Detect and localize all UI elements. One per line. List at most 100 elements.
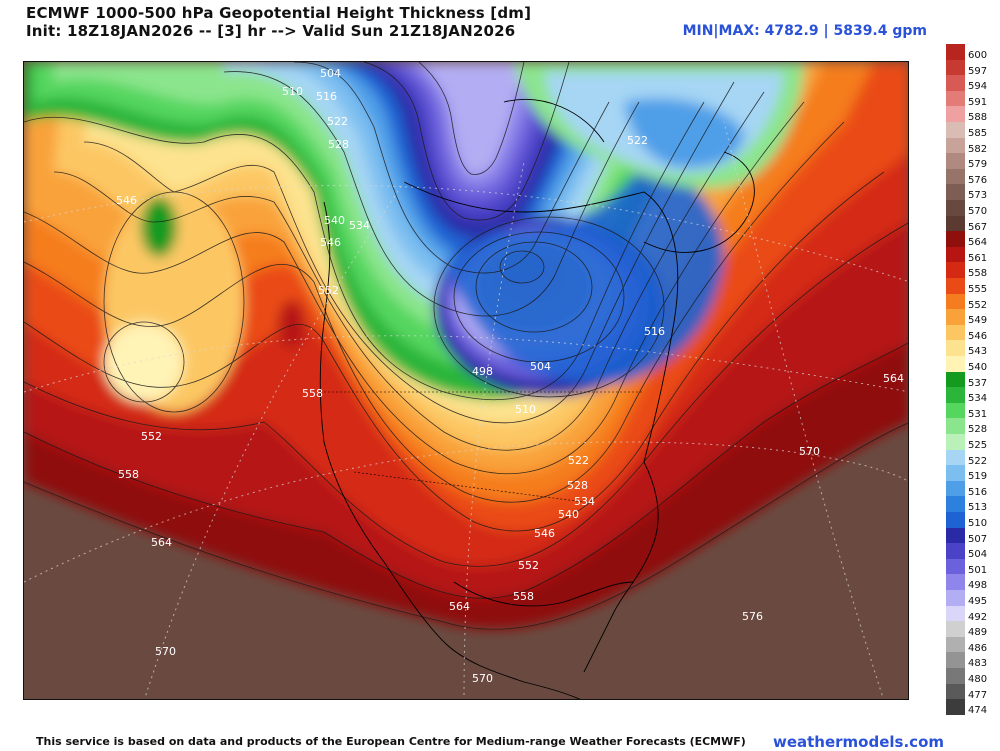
legend-row: 573: [946, 184, 992, 202]
legend-row: 597: [946, 59, 992, 77]
legend-swatch: [946, 168, 965, 185]
contour-label: 528: [567, 479, 588, 492]
legend-swatch: [946, 340, 965, 356]
legend-swatch: [946, 418, 965, 434]
thickness-map-canvas: 504 510 516 522 528 546 540 534 546 552 …: [24, 62, 908, 699]
legend-swatch: [946, 106, 965, 122]
legend-label: 534: [968, 393, 988, 405]
legend-label: 519: [968, 471, 988, 483]
legend-label: 546: [968, 330, 988, 342]
graticule: [24, 121, 908, 699]
legend-swatch: [946, 309, 965, 325]
contour-label: 504: [320, 67, 341, 80]
contour-label: 558: [118, 468, 139, 481]
contour-lines: [24, 62, 908, 630]
init-valid-time: Init: 18Z18JAN2026 -- [3] hr --> Valid S…: [26, 22, 516, 40]
contour-label: 510: [282, 85, 303, 98]
legend-label: 507: [968, 533, 988, 545]
legend-label: 552: [968, 299, 988, 311]
legend-row: 489: [946, 621, 992, 639]
legend-label: 585: [968, 128, 988, 139]
contour-label: 510: [515, 403, 536, 416]
contour-label: 546: [534, 527, 555, 540]
legend-label: 588: [968, 112, 988, 124]
legend-swatch: [946, 90, 965, 107]
legend-row: 594: [946, 75, 992, 92]
legend-label: 525: [968, 440, 988, 451]
contour-label: 570: [799, 445, 820, 458]
legend-swatch: [946, 621, 965, 637]
contour-label: 534: [349, 219, 370, 232]
contour-label: 540: [558, 508, 579, 521]
legend-row: 567: [946, 215, 992, 233]
legend-row: 591: [946, 90, 992, 108]
legend-label: 531: [968, 408, 988, 420]
ecmwf-credit: This service is based on data and produc…: [36, 735, 746, 748]
legend-row: 483: [946, 652, 992, 670]
contour-label: 552: [141, 430, 162, 443]
contour-label: 528: [328, 138, 349, 151]
legend-swatch: [946, 636, 965, 653]
legend-label: 549: [968, 315, 988, 327]
legend-swatch: [946, 44, 965, 60]
legend-swatch: [946, 496, 965, 512]
legend-row: 522: [946, 449, 992, 467]
legend-label: 516: [968, 486, 988, 498]
legend-row: 537: [946, 371, 992, 388]
legend-swatch: [946, 59, 965, 76]
legend-label: 576: [968, 174, 988, 186]
legend-swatch: [946, 278, 965, 294]
contour-label: 576: [742, 610, 763, 623]
legend-row: 546: [946, 324, 992, 342]
legend-label: 570: [968, 206, 988, 217]
contour-label: 570: [472, 672, 493, 685]
contour-label: 564: [883, 372, 904, 385]
contour-label: 546: [116, 194, 137, 207]
legend-label: 591: [968, 96, 988, 108]
legend-label: 495: [968, 596, 988, 607]
legend-row: 510: [946, 512, 992, 529]
legend-label: 501: [968, 564, 988, 576]
legend-label: 510: [968, 518, 988, 529]
contour-label: 552: [518, 559, 539, 572]
contour-label: 504: [530, 360, 551, 373]
legend-row: 540: [946, 356, 992, 373]
contour-label: 558: [513, 590, 534, 603]
legend-label: 561: [968, 252, 988, 264]
legend-row: 516: [946, 480, 992, 498]
legend-swatch: [946, 200, 965, 216]
legend-label: 567: [968, 221, 988, 233]
legend-row: 477: [946, 683, 992, 701]
legend-swatch: [946, 652, 965, 668]
legend-label: 489: [968, 627, 988, 639]
contour-label: 516: [316, 90, 337, 103]
legend-label: 555: [968, 284, 988, 295]
legend-swatch: [946, 590, 965, 606]
legend-row: 600: [946, 44, 992, 61]
legend-label: 582: [968, 143, 988, 155]
legend-row: 513: [946, 496, 992, 513]
legend-row: 519: [946, 465, 992, 483]
legend-row: 525: [946, 434, 992, 451]
legend-label: 597: [968, 65, 988, 77]
legend-swatch: [946, 246, 965, 263]
contour-labels: 504 510 516 522 528 546 540 534 546 552 …: [116, 67, 904, 685]
legend-label: 474: [968, 705, 988, 717]
legend-row: 495: [946, 590, 992, 607]
color-scale-legend: 600 597 594 591 588 585 582 579 576 573 570 567 564 5…: [946, 44, 992, 734]
legend-swatch: [946, 480, 965, 497]
legend-label: 579: [968, 159, 988, 171]
legend-swatch: [946, 434, 965, 450]
legend-label: 483: [968, 658, 988, 670]
contour-label: 522: [568, 454, 589, 467]
legend-swatch: [946, 449, 965, 466]
site-link[interactable]: weathermodels.com: [772, 733, 944, 751]
legend-label: 477: [968, 689, 988, 701]
legend-label: 480: [968, 674, 988, 685]
legend-swatch: [946, 558, 965, 575]
legend-label: 573: [968, 190, 988, 202]
legend-label: 486: [968, 642, 988, 654]
legend-label: 522: [968, 455, 988, 467]
legend-row: 576: [946, 168, 992, 186]
legend-label: 498: [968, 580, 988, 592]
